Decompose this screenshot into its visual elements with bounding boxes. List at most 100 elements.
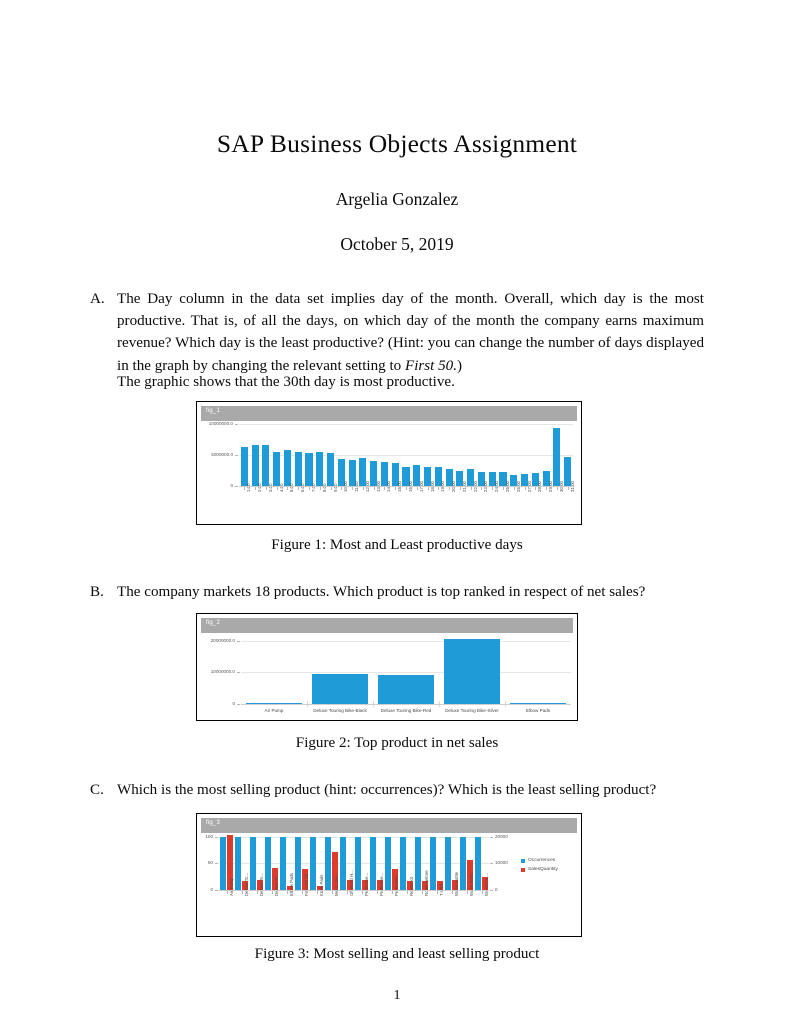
y-axis-label: 0 xyxy=(230,483,233,488)
x-tickmark xyxy=(346,891,348,894)
page-number: 1 xyxy=(393,988,401,1003)
x-tickmark xyxy=(416,487,418,490)
figure-2-header-bar: fig_2 xyxy=(201,618,573,633)
y-axis-label: 10000000.0 xyxy=(208,421,233,426)
bar xyxy=(413,464,421,486)
bar xyxy=(316,451,324,486)
bar-salesquantity xyxy=(226,835,233,890)
x-tickmark xyxy=(271,891,273,894)
bar xyxy=(488,471,496,486)
figure-3-caption: Figure 3: Most selling and least selling… xyxy=(254,946,540,962)
x-tickmark xyxy=(276,487,278,490)
figure-2-plot-area: 0 10000000.0 20000000.0 Air Pump Deluxe Tour… xyxy=(197,614,577,720)
x-axis-label: First Aid Kit xyxy=(303,873,309,896)
bar-occurrences xyxy=(250,836,257,890)
bar-occurrences xyxy=(475,836,482,890)
bar xyxy=(377,675,435,704)
bar-occurrences xyxy=(265,836,272,890)
bar xyxy=(283,450,292,486)
author-name: Argelia Gonzalez xyxy=(335,189,459,209)
gridline xyxy=(239,424,573,425)
bar-salesquantity xyxy=(256,880,263,890)
x-tickmark xyxy=(438,487,440,490)
x-tickmark xyxy=(546,487,548,490)
x-tickmark xyxy=(502,487,504,490)
x-tickmark xyxy=(255,487,257,490)
bar xyxy=(499,472,507,486)
bar-occurrences xyxy=(400,836,407,890)
gridline xyxy=(241,640,571,642)
x-tickmark xyxy=(567,487,569,490)
gridline xyxy=(219,836,489,838)
figure-1-chart: fig_1 0 5000000.0 10000000.0 1.00 2.00 3.00 4.… xyxy=(196,401,582,525)
x-axis-line xyxy=(241,704,571,705)
bar xyxy=(348,460,356,486)
x-axis-line xyxy=(239,486,573,487)
bar-occurrences xyxy=(370,836,377,890)
x-tickmark xyxy=(421,891,423,894)
legend-swatch-occurrences xyxy=(521,858,525,863)
bar xyxy=(337,458,345,486)
x-axis-label: Water Bottl... xyxy=(468,870,474,896)
bar xyxy=(434,467,442,486)
bar xyxy=(391,462,399,486)
bar-occurrences xyxy=(385,836,392,890)
x-tickmark xyxy=(470,487,472,490)
bar-salesquantity xyxy=(361,880,368,890)
bar xyxy=(456,470,464,486)
item-a-italic-hint: First 50. xyxy=(404,357,457,374)
figure-1-header-label: fig_1 xyxy=(206,408,221,414)
bar-occurrences xyxy=(295,836,302,890)
x-tickmark xyxy=(373,487,375,490)
y-axis-label-left: 100 xyxy=(205,833,213,839)
bar-occurrences xyxy=(355,836,362,890)
bar xyxy=(245,703,303,704)
x-tickmark xyxy=(241,891,243,894)
gridline xyxy=(239,455,573,456)
bar-occurrences xyxy=(310,836,317,890)
item-a-text-part2: ) xyxy=(456,357,462,374)
bar-salesquantity xyxy=(376,880,383,890)
bar-salesquantity xyxy=(286,885,293,890)
bar-salesquantity xyxy=(421,880,428,890)
x-tickmark xyxy=(298,487,300,490)
y-tickmark xyxy=(237,640,240,642)
legend-swatch-salesquantity xyxy=(521,867,525,872)
y-axis-label-right: 10000 xyxy=(495,860,508,866)
x-tickmark xyxy=(244,487,246,490)
x-axis-label: Women's ... xyxy=(483,873,489,896)
bar xyxy=(273,452,281,486)
x-tickmark xyxy=(451,891,453,894)
bar xyxy=(509,703,567,704)
x-tickmark xyxy=(481,487,483,490)
bar xyxy=(251,445,259,486)
bar xyxy=(553,428,561,486)
y-tickmark-left xyxy=(215,836,218,838)
x-tickmark xyxy=(384,487,386,490)
x-axis-label: Repair Kit xyxy=(408,876,414,896)
item-c-marker: C. xyxy=(90,782,104,798)
x-tickmark xyxy=(376,891,378,894)
x-axis-label: Deluxe Touring Bike-Silver xyxy=(445,708,499,713)
y-axis-label: 20000000.0 xyxy=(210,637,235,643)
x-tickmark xyxy=(406,891,408,894)
bar-occurrences xyxy=(340,836,347,890)
bar xyxy=(423,466,432,486)
bar-salesquantity xyxy=(406,880,413,890)
bar xyxy=(564,457,572,486)
bar xyxy=(311,674,369,704)
bar-salesquantity xyxy=(466,859,473,890)
figure-1-plot-area: 0 5000000.0 10000000.0 1.00 2.00 3.00 4.00 5.00… xyxy=(197,402,581,524)
bar-occurrences xyxy=(445,836,452,890)
x-axis-label: Deluxe To... xyxy=(258,872,264,896)
x-tickmark xyxy=(330,487,332,490)
y-tickmark xyxy=(237,672,240,674)
x-tickmark xyxy=(309,487,311,490)
y-tickmark-right xyxy=(490,863,493,865)
bar-salesquantity xyxy=(301,869,308,890)
legend-label-occurrences: Occurrences xyxy=(528,857,556,863)
x-tickmark xyxy=(395,487,397,490)
y-axis-label-left: 50 xyxy=(207,860,213,866)
x-tickmark xyxy=(481,891,483,894)
bar-salesquantity xyxy=(436,880,443,890)
